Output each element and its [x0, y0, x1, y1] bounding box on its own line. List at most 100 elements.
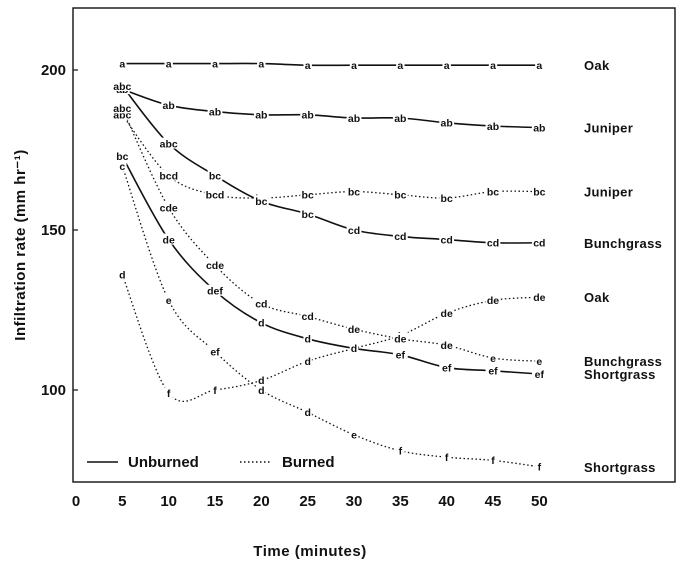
point-label: de	[348, 324, 360, 336]
point-label: ab	[487, 121, 499, 133]
series-line	[121, 108, 540, 362]
point-label-bg	[396, 59, 405, 71]
point-label-bg	[485, 236, 501, 248]
point-label-bg	[535, 59, 544, 71]
point-label-bg	[257, 384, 266, 395]
point-label: bc	[302, 209, 314, 221]
series-name-label: Bunchgrass	[584, 354, 662, 369]
series-line	[121, 165, 540, 468]
point-label-bg	[111, 80, 133, 91]
y-tick-label: 100	[41, 382, 66, 399]
point-label: e	[536, 356, 542, 368]
point-label-bg	[396, 444, 405, 456]
point-label-bg	[210, 384, 220, 395]
series-line	[121, 274, 540, 403]
point-label: a	[258, 58, 264, 70]
point-label-bg	[442, 59, 451, 71]
point-label-bg	[535, 355, 544, 367]
point-label-bg	[439, 339, 455, 351]
point-label-bg	[303, 355, 312, 367]
point-label: f	[399, 446, 403, 458]
series-points: aaaaaaaaaaabababababababababababcbcdbcdb…	[111, 57, 547, 474]
series-name-label: Juniper	[584, 121, 633, 136]
point-label-bg	[488, 59, 498, 71]
point-label-bg	[439, 116, 455, 128]
point-label-bg	[531, 368, 547, 379]
x-tick-label: 35	[392, 493, 409, 510]
point-label: ef	[488, 366, 498, 378]
point-label: e	[166, 295, 172, 307]
point-label-bg	[164, 57, 173, 69]
series-name-label: Shortgrass	[584, 367, 656, 382]
point-label-bg	[531, 185, 547, 197]
point-label-bg	[531, 121, 547, 133]
point-label-bg	[158, 201, 180, 213]
point-label-bg	[485, 120, 501, 131]
point-label-bg	[300, 108, 316, 120]
point-label: cd	[394, 231, 406, 243]
point-label-bg	[300, 310, 316, 322]
point-label: cde	[160, 202, 178, 214]
point-label-bg	[253, 108, 269, 120]
point-label-bg	[349, 342, 359, 354]
point-label: d	[258, 375, 264, 387]
point-label: cde	[206, 260, 224, 272]
point-label: def	[207, 286, 223, 298]
point-label-bg	[346, 112, 362, 123]
x-tick-label: 50	[531, 493, 548, 510]
y-axis-title: Infiltration rate (mm hr⁻¹)	[12, 149, 29, 340]
point-label-bg	[488, 454, 498, 466]
series-lines	[121, 62, 540, 468]
point-label: abc	[113, 81, 131, 93]
point-label: a	[397, 60, 403, 72]
point-label: cd	[533, 238, 545, 250]
point-label: bc	[441, 193, 453, 205]
point-label-bg	[392, 188, 408, 200]
point-label: de	[533, 292, 545, 304]
series-name-label: Bunchgrass	[584, 236, 662, 251]
x-tick-label: 25	[299, 493, 316, 510]
point-label: ef	[210, 346, 220, 358]
point-label: f	[538, 462, 542, 474]
point-label-bg	[535, 460, 544, 472]
point-label: d	[304, 334, 310, 346]
point-label-bg	[303, 406, 312, 418]
point-label: f	[445, 452, 449, 464]
point-label-bg	[253, 195, 269, 207]
series-line	[122, 88, 540, 129]
legend: Unburned Burned	[87, 454, 335, 471]
point-label-bg	[303, 59, 312, 71]
series-line	[121, 156, 540, 375]
point-label: d	[304, 407, 310, 419]
point-label-bg	[158, 137, 180, 149]
point-label: abc	[160, 138, 178, 150]
point-label-bg	[257, 316, 266, 328]
point-label-bg	[349, 59, 359, 71]
point-label: de	[487, 295, 499, 307]
point-label-bg	[439, 307, 455, 319]
point-label: a	[212, 58, 218, 70]
point-label: cd	[441, 234, 453, 246]
point-label-bg	[207, 105, 223, 117]
point-label-bg	[531, 291, 547, 303]
series-labels: Oak Juniper Juniper Bunchgrass Oak Bunchgrass…	[584, 58, 662, 475]
point-label-bg	[346, 224, 362, 235]
point-label-bg	[488, 352, 498, 363]
point-label: cd	[255, 298, 267, 310]
point-label: a	[166, 58, 172, 70]
point-label-bg	[392, 348, 408, 360]
point-label-bg	[204, 188, 226, 200]
point-label-bg	[207, 169, 223, 181]
series-line	[121, 85, 540, 244]
series-line	[121, 114, 540, 199]
x-tick-label: 40	[438, 493, 455, 510]
y-tick-label: 200	[41, 62, 66, 79]
point-label: d	[258, 385, 264, 397]
point-label: e	[490, 353, 496, 365]
point-label: ab	[209, 106, 221, 118]
point-label: f	[167, 388, 171, 400]
point-label: de	[394, 334, 406, 346]
point-label-bg	[111, 108, 133, 120]
legend-burned-label: Burned	[282, 454, 335, 471]
